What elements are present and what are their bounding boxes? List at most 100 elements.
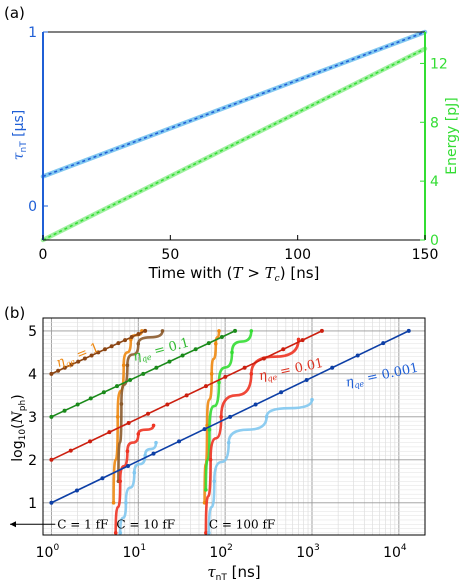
eta-subscript: qe xyxy=(141,352,153,363)
tick-exponent: 1 xyxy=(140,543,146,553)
line-point xyxy=(128,378,133,382)
paren: ( xyxy=(10,423,26,428)
line-point xyxy=(129,335,134,340)
line-point xyxy=(203,384,208,389)
tick-exponent: 4 xyxy=(401,543,407,553)
paren: ) xyxy=(10,394,26,399)
x-axis-label: τnT [ns] xyxy=(207,563,260,583)
line-point xyxy=(184,393,189,398)
curve-point xyxy=(207,531,211,535)
x-tick-label: 100 xyxy=(36,543,60,561)
curve-point xyxy=(118,531,123,535)
eta-subscript: qe xyxy=(266,373,278,384)
line-point xyxy=(49,500,54,505)
arrow-head xyxy=(10,521,16,528)
line-point xyxy=(180,353,185,358)
curve-point xyxy=(160,329,165,333)
curve-point xyxy=(132,470,137,475)
x-axis-label: Time with (T > Tc) [ns] xyxy=(148,264,320,284)
line-point xyxy=(56,368,61,373)
curve-point xyxy=(212,479,217,484)
line-point xyxy=(68,448,73,453)
line-point xyxy=(74,488,79,493)
line-point xyxy=(281,347,286,352)
line-point xyxy=(141,371,146,376)
x-tick-label: 100 xyxy=(284,247,311,263)
curve-point xyxy=(118,479,123,484)
line-point xyxy=(253,402,258,407)
tick-base: 10 xyxy=(36,545,54,561)
capacitance-label: C = 10 fF xyxy=(116,517,175,531)
curve-point xyxy=(226,440,231,445)
y-tick-label: 5 xyxy=(28,324,37,340)
line-point xyxy=(154,365,159,370)
tau-symbol: τ xyxy=(11,152,27,160)
curve-point xyxy=(264,415,269,419)
line-point xyxy=(69,362,74,367)
xlabel-sub-c: c xyxy=(275,274,280,284)
log-text: log xyxy=(10,440,26,461)
unit: [μs] xyxy=(11,110,27,142)
line-point xyxy=(233,328,238,333)
line-point xyxy=(304,378,309,382)
xlabel-T: T xyxy=(233,264,244,282)
line-point xyxy=(228,414,233,419)
xlabel-unit: ) [ns] xyxy=(280,264,320,282)
curve-point xyxy=(151,423,156,428)
xlabel-T: T xyxy=(265,264,276,282)
line-point xyxy=(96,350,101,355)
line-point xyxy=(49,457,54,462)
line-point xyxy=(242,365,247,370)
line-point xyxy=(406,328,411,333)
line-point xyxy=(76,359,81,364)
curve-point xyxy=(207,427,212,432)
line-point xyxy=(193,347,198,352)
curve-point xyxy=(249,372,254,376)
curve-point xyxy=(230,350,234,355)
line-point xyxy=(102,347,107,352)
curve-point xyxy=(154,440,158,445)
line-point xyxy=(114,384,119,389)
line-point xyxy=(89,353,94,358)
panel-label-a: (a) xyxy=(4,4,25,22)
curve-point xyxy=(113,531,118,535)
panel-label-b: (b) xyxy=(4,304,25,322)
eta-subscript: qe xyxy=(353,379,365,390)
line-point xyxy=(88,396,93,401)
line-point xyxy=(319,328,324,333)
line-point xyxy=(381,341,386,346)
line-point xyxy=(177,439,182,444)
right-tick-label: 12 xyxy=(430,56,448,72)
line-point xyxy=(223,374,228,379)
curve-point xyxy=(205,423,209,428)
x-tick-label: 101 xyxy=(122,543,146,561)
line-point xyxy=(126,420,131,425)
line-point xyxy=(330,365,335,370)
curve-point xyxy=(124,500,128,505)
line-point xyxy=(49,371,54,376)
line-point xyxy=(123,338,128,343)
tick-exponent: 3 xyxy=(314,543,320,553)
N-subscript: ph xyxy=(18,400,28,411)
curve-point xyxy=(213,341,218,346)
x-tick-label: 102 xyxy=(209,543,233,561)
line-point xyxy=(300,338,305,343)
eta-annotation: ηqe = 1 xyxy=(54,340,102,372)
capacitance-label: C = 100 fF xyxy=(209,517,275,531)
y-tick-label: 4 xyxy=(28,367,37,383)
line-point xyxy=(49,414,54,419)
eta-symbol: η xyxy=(344,374,355,390)
line-point xyxy=(279,390,284,395)
right-tick-label: 4 xyxy=(430,174,439,190)
curve-point xyxy=(296,337,301,342)
left-tick-label: 0 xyxy=(28,199,37,215)
curve-point xyxy=(136,432,141,436)
N-symbol: N xyxy=(10,410,26,424)
curve-point xyxy=(119,402,124,406)
line-point xyxy=(355,353,360,358)
eta-subscript: qe xyxy=(64,357,77,369)
line-point xyxy=(101,390,106,395)
line-point xyxy=(62,365,67,370)
